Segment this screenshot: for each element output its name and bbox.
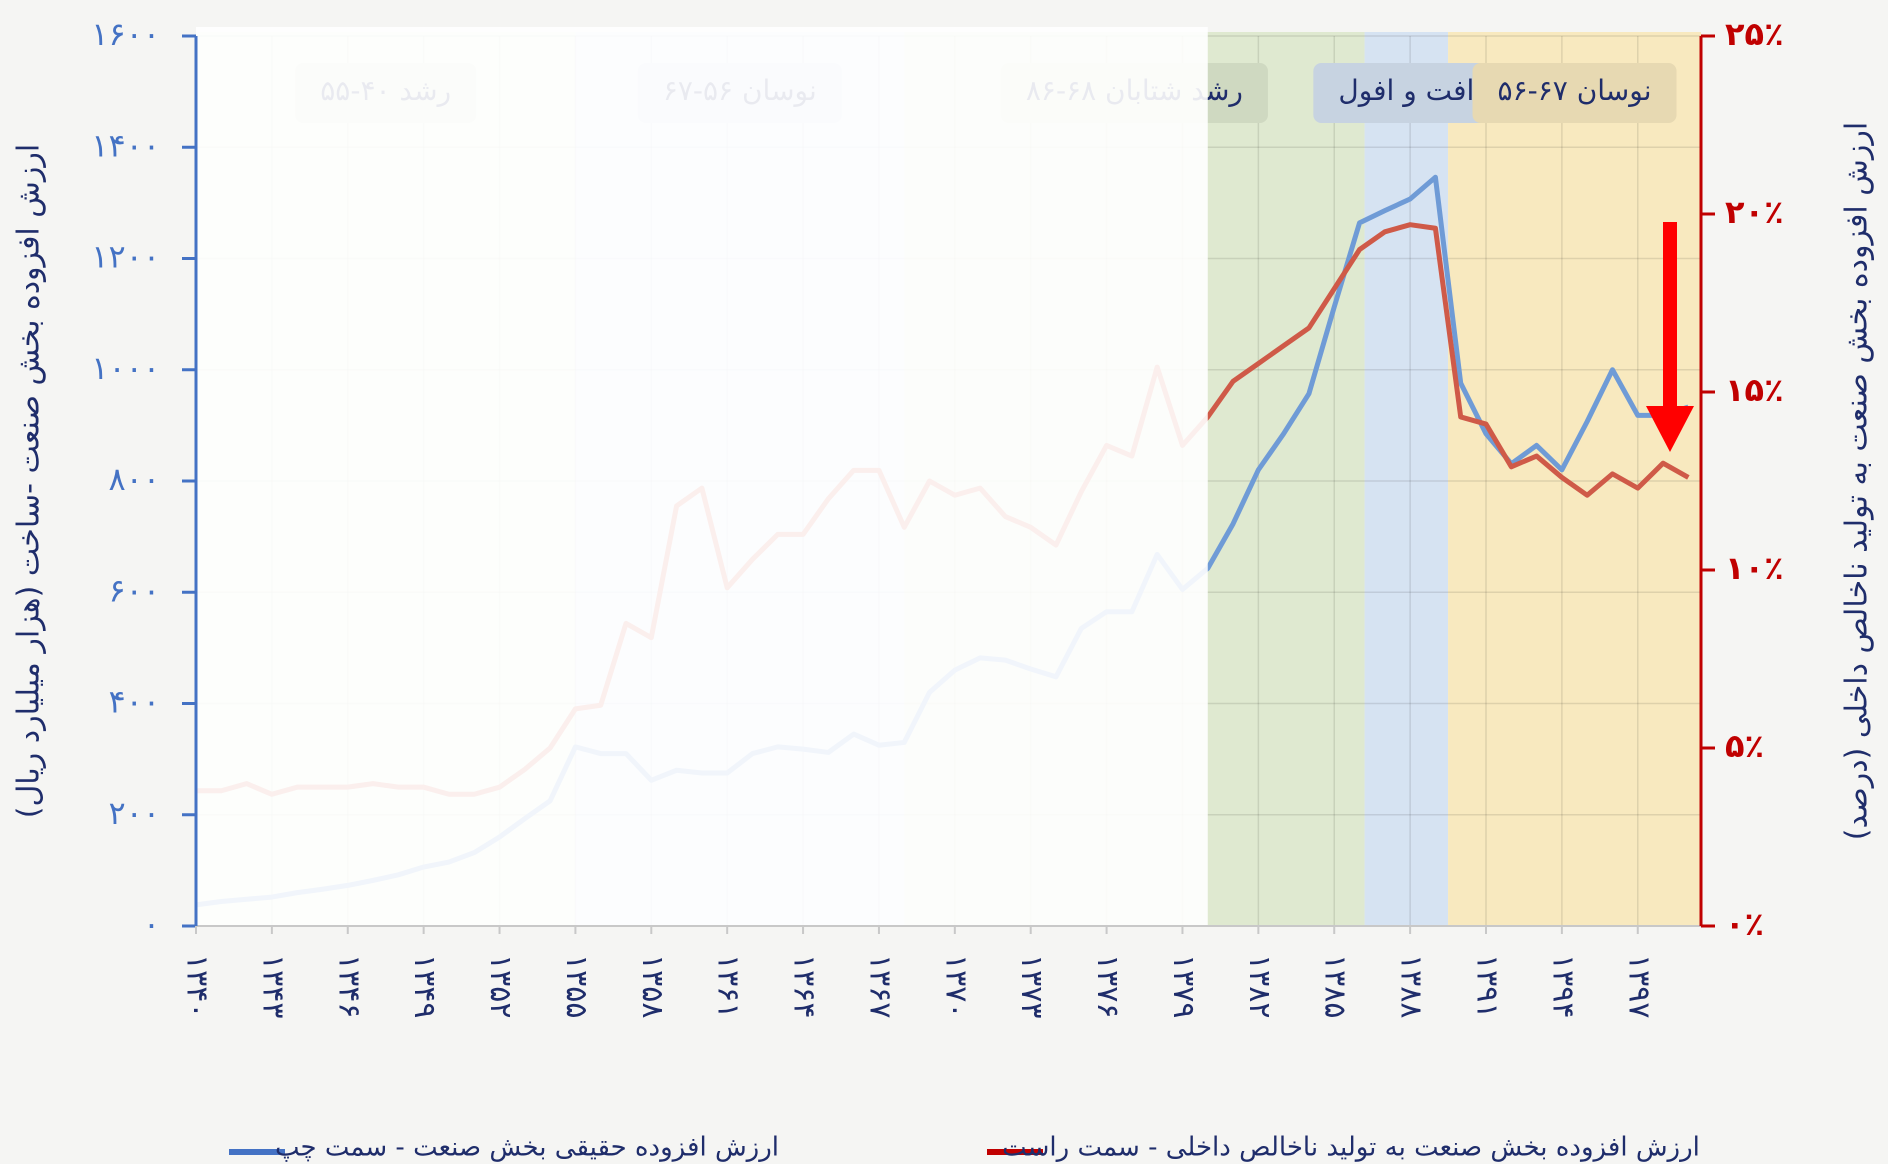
x-tick-label: ۱۳۴۰: [180, 954, 215, 1018]
y-tick-label: ۸۰۰: [108, 460, 160, 498]
x-tick-label: ۱۳۷۶: [1090, 954, 1125, 1018]
region-label: نوسان ۶۷-۵۶: [1472, 63, 1677, 123]
x-tick-label: ۱۳۵۲: [483, 954, 518, 1018]
y-tick-label: ۰: [143, 905, 160, 943]
x-tick-label: ۱۳۹۴: [1545, 954, 1580, 1018]
region-label: افت و افول: [1313, 63, 1500, 123]
x-tick-label: ۱۳۴۳: [255, 954, 290, 1018]
y2-axis-title: ارزش افزوده بخش صنعت به تولید ناخالص داخ…: [1840, 122, 1875, 840]
region-label-bg: [1472, 63, 1677, 123]
y-tick-label: ۲۰۰: [108, 794, 160, 832]
x-tick-label: ۱۳۴۹: [407, 954, 442, 1018]
y-tick-label: ۱۰۰۰: [91, 349, 160, 387]
y2-tick-label: ۱۵٪: [1725, 371, 1784, 409]
x-tick-label: ۱۳۸۸: [1394, 954, 1429, 1018]
y-tick-label: ۱۲۰۰: [91, 238, 160, 276]
y2-tick-label: ۰٪: [1725, 905, 1764, 943]
x-tick-label: ۱۳۸۵: [1318, 954, 1353, 1018]
y-tick-label: ۱۴۰۰: [91, 126, 160, 164]
x-tick-label: ۱۳۷۹: [1166, 954, 1201, 1018]
region-label-text: افت و افول: [1338, 74, 1474, 107]
x-tick-label: ۱۳۹۷: [1621, 954, 1656, 1018]
x-tick-label: ۱۳۷۳: [1014, 954, 1049, 1018]
x-tick-label: ۱۳۵۸: [635, 954, 670, 1018]
x-tick-label: ۱۳۸۲: [1242, 954, 1277, 1018]
x-tick-label: ۱۳۷۰: [938, 954, 973, 1018]
y2-tick-label: ۵٪: [1725, 727, 1764, 765]
region: [1364, 32, 1449, 926]
y2-tick-label: ۲۵٪: [1725, 15, 1784, 53]
y-tick-label: ۱۶۰۰: [91, 15, 160, 53]
y2-tick-label: ۲۰٪: [1725, 193, 1784, 231]
y2-tick-label: ۱۰٪: [1725, 549, 1784, 587]
x-tick-label: ۱۳۵۵: [559, 954, 594, 1018]
x-tick-label: ۱۳۶۴: [787, 954, 822, 1018]
x-tick-label: ۱۳۶۱: [711, 954, 746, 1018]
x-tick-label: ۱۳۶۷: [862, 954, 897, 1018]
dim-overlay: [196, 27, 1208, 926]
x-tick-label: ۱۳۹۱: [1470, 954, 1505, 1018]
x-tick-label: ۱۳۴۶: [331, 954, 366, 1018]
region: [1448, 32, 1701, 926]
arrow-head: [1646, 406, 1694, 452]
legend-label: ارزش افزوده بخش صنعت به تولید ناخالص داخ…: [1002, 1133, 1700, 1163]
region-label-bg: [1313, 63, 1500, 123]
y-axis-title: ارزش افزوده بخش صنعت -ساخت (هزار میلیارد…: [12, 144, 47, 818]
legend-label: ارزش افزوده حقیقی بخش صنعت - سمت چپ: [275, 1133, 779, 1163]
y-tick-label: ۴۰۰: [108, 683, 160, 721]
region-label-text: نوسان ۶۷-۵۶: [1498, 74, 1652, 107]
y-tick-label: ۶۰۰: [108, 571, 160, 609]
